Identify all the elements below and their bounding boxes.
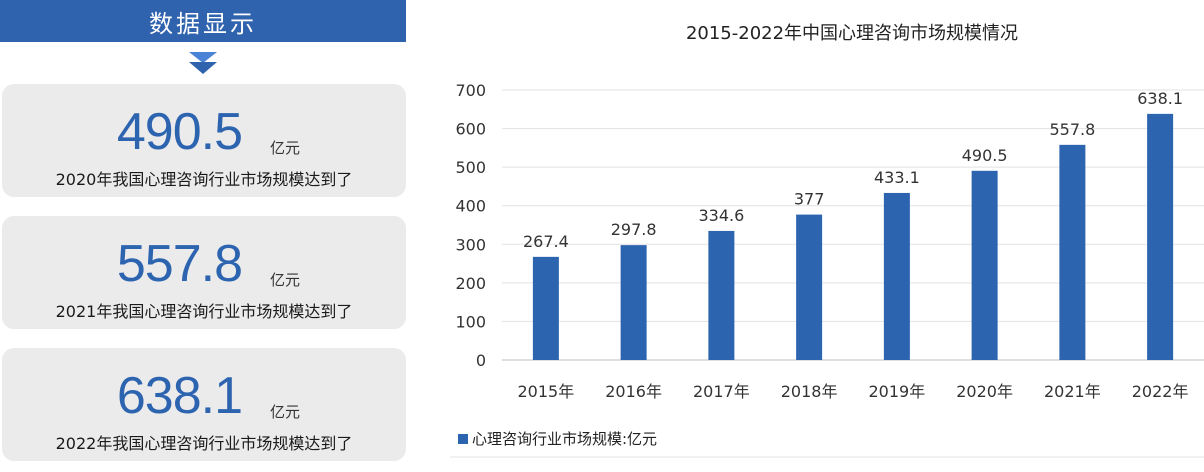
x-tick-label: 2016年: [605, 382, 662, 401]
gridlines: [502, 89, 1204, 361]
bar: [1147, 113, 1174, 360]
y-tick-label: 100: [455, 312, 486, 331]
chart-title: 2015-2022年中国心理咨询市场规模情况: [686, 23, 1018, 44]
y-tick-label: 700: [455, 81, 486, 100]
legend-swatch: [458, 434, 468, 444]
stat-unit: 亿元: [270, 271, 301, 289]
bars: [532, 113, 1174, 360]
stat-value: 557.8: [116, 235, 243, 293]
stat-card-2021: 557.8 亿元 2021年我国心理咨询行业市场规模达到了: [2, 216, 406, 329]
x-axis-ticks: 2015年 2016年 2017年 2018年 2019年 2020年 2021年 2022年: [518, 382, 1189, 401]
data-label: 297.8: [611, 220, 657, 239]
y-axis-ticks: 0 100 200 300 400 500 600 700: [455, 81, 486, 370]
stat-unit: 亿元: [270, 139, 301, 157]
y-tick-label: 500: [455, 158, 486, 177]
data-label: 267.4: [523, 232, 569, 251]
bar: [883, 192, 910, 360]
y-tick-label: 200: [455, 274, 486, 293]
y-tick-label: 300: [455, 235, 486, 254]
stat-description: 2022年我国心理咨询行业市场规模达到了: [55, 434, 353, 453]
legend-label: 心理咨询行业市场规模:亿元: [472, 430, 657, 448]
data-label: 377: [794, 190, 825, 209]
stat-description: 2021年我国心理咨询行业市场规模达到了: [55, 302, 353, 321]
bar: [1059, 144, 1086, 360]
y-tick-label: 400: [455, 197, 486, 216]
x-tick-label: 2017年: [693, 382, 750, 401]
bar: [532, 256, 559, 360]
stat-card-2022: 638.1 亿元 2022年我国心理咨询行业市场规模达到了: [2, 348, 406, 461]
data-label: 557.8: [1049, 120, 1095, 139]
bar-chart: 2015-2022年中国心理咨询市场规模情况 0 100 200 300 400 500 6…: [420, 0, 1204, 468]
bar: [620, 245, 647, 360]
data-label: 490.5: [962, 146, 1008, 165]
x-tick-label: 2019年: [869, 382, 926, 401]
summary-panel: 数据显示 490.5 亿元 2020年我国心理咨询行业市场规模达到了 557.8…: [0, 0, 410, 468]
y-tick-label: 600: [455, 120, 486, 139]
x-tick-label: 2015年: [518, 382, 575, 401]
panel-title: 数据显示: [0, 0, 406, 42]
bar: [796, 214, 823, 360]
chart-svg: 2015-2022年中国心理咨询市场规模情况 0 100 200 300 400 500 6…: [450, 23, 1204, 458]
x-tick-label: 2018年: [781, 382, 838, 401]
chevron-down-icon: [189, 52, 217, 74]
x-tick-label: 2020年: [956, 382, 1013, 401]
data-label: 334.6: [698, 206, 744, 225]
bar: [971, 170, 998, 360]
stat-value: 638.1: [116, 367, 243, 425]
y-tick-label: 0: [476, 351, 486, 370]
stat-unit: 亿元: [270, 403, 301, 421]
stat-value: 490.5: [116, 103, 243, 161]
stat-card-2020: 490.5 亿元 2020年我国心理咨询行业市场规模达到了: [2, 84, 406, 197]
stat-description: 2020年我国心理咨询行业市场规模达到了: [55, 170, 353, 189]
bar: [708, 230, 735, 360]
data-label: 638.1: [1137, 89, 1183, 108]
x-tick-label: 2021年: [1044, 382, 1101, 401]
data-labels: 267.4 297.8 334.6 377 433.1 490.5 557.8 638.1: [523, 89, 1183, 251]
data-label: 433.1: [874, 168, 920, 187]
x-tick-label: 2022年: [1132, 382, 1189, 401]
